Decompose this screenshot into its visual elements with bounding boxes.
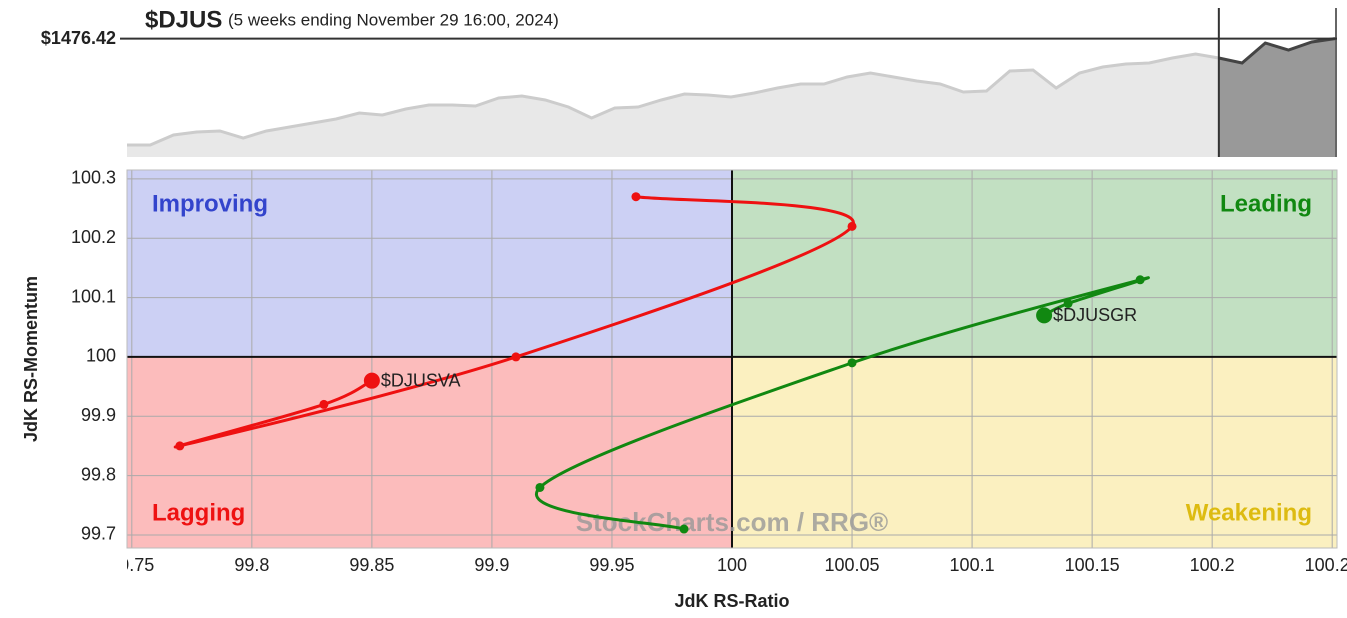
tail-point — [847, 358, 857, 368]
last-price-label: $1476.42 — [41, 28, 116, 48]
price-area-highlight — [1218, 38, 1335, 157]
watermark: StockCharts.com / RRG® — [576, 507, 888, 537]
x-axis-title: JdK RS-Ratio — [674, 591, 789, 611]
x-tick-label: 100.25 — [1305, 555, 1347, 575]
x-tick-label: 99.75 — [109, 555, 154, 575]
y-tick-label: 99.8 — [81, 464, 116, 484]
quadrant — [127, 170, 732, 357]
quadrant — [732, 356, 1337, 548]
x-tick-label: 99.85 — [349, 555, 394, 575]
tail-point — [679, 524, 689, 534]
tail-point — [631, 192, 641, 202]
tail-point — [1135, 275, 1145, 285]
quadrant-label: Leading — [1220, 190, 1312, 217]
plot-area — [127, 170, 1337, 548]
tail-point — [1063, 299, 1073, 309]
x-tick-label: 100.05 — [825, 555, 880, 575]
tail-point — [363, 372, 380, 389]
series-label: $DJUSGR — [1053, 305, 1137, 325]
x-tick-label: 100.2 — [1190, 555, 1235, 575]
tail-line — [174, 195, 855, 449]
plot-border — [126, 169, 1338, 549]
tail-point — [535, 482, 545, 492]
x-axis: 99.75 99.8 99.85 99.9 99.95 100 100.05 100.1 100… — [109, 555, 1347, 575]
x-tick-label: 99.9 — [474, 555, 509, 575]
tail-point — [847, 221, 857, 231]
x-tick-label: 100 — [717, 555, 747, 575]
tail-point — [1036, 307, 1053, 324]
price-subtitle: (5 weeks ending November 29 16:00, 2024) — [228, 10, 559, 29]
quadrant-label: Weakening — [1186, 499, 1312, 526]
x-tick-label: 100.15 — [1065, 555, 1120, 575]
quadrant-label: Lagging — [152, 499, 245, 526]
tail-point — [511, 352, 521, 362]
quadrant — [127, 356, 732, 548]
x-tick-label: 100.1 — [950, 555, 995, 575]
y-axis-title: JdK RS-Momentum — [21, 276, 41, 442]
tail-point — [175, 441, 185, 451]
y-tick-label: 99.9 — [81, 405, 116, 425]
price-area — [127, 54, 1219, 157]
price-line — [127, 52, 1220, 147]
x-tick-label: 99.95 — [589, 555, 634, 575]
quadrant-label: Improving — [152, 190, 268, 217]
tail-line — [535, 276, 1150, 531]
y-tick-label: 100.2 — [71, 227, 116, 247]
y-tick-label: 100.1 — [71, 286, 116, 306]
y-tick-label: 100.3 — [71, 168, 116, 188]
series-label: $DJUSVA — [381, 370, 461, 390]
y-tick-label: 100 — [86, 346, 116, 366]
x-tick-label: 99.8 — [234, 555, 269, 575]
price-line-highlight — [1218, 37, 1336, 65]
price-title: $DJUS — [145, 6, 222, 33]
quadrant — [732, 170, 1337, 357]
y-tick-label: 99.7 — [81, 524, 116, 544]
tail-point — [319, 399, 329, 409]
